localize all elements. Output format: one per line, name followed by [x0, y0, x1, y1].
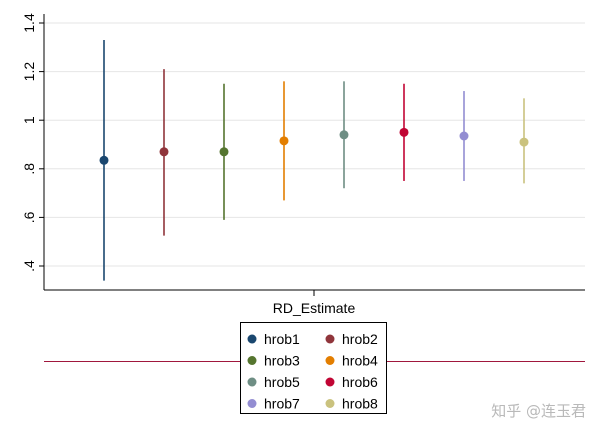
- grid-lines: [44, 22, 585, 267]
- point-hrob2: [159, 147, 169, 157]
- legend-marker-hrob7: [247, 399, 257, 408]
- point-hrob3: [219, 147, 229, 157]
- legend-marker-hrob2: [325, 334, 335, 344]
- legend-label-hrob6: hrob6: [342, 374, 378, 390]
- point-hrob8: [519, 137, 529, 147]
- y-tick-label: .6: [21, 211, 37, 223]
- y-tick-label: 1.2: [21, 62, 37, 82]
- x-axis-label: RD_Estimate: [273, 300, 356, 316]
- legend-marker-hrob6: [325, 377, 335, 387]
- point-hrob1: [99, 155, 109, 165]
- legend-label-hrob4: hrob4: [342, 353, 378, 369]
- point-hrob6: [399, 127, 409, 137]
- legend: hrob1 hrob2 hrob3 hrob4 hrob5 hrob6 hrob7 hrob8: [240, 322, 387, 414]
- y-tick-label: 1: [21, 116, 37, 124]
- legend-label-hrob5: hrob5: [264, 374, 300, 390]
- legend-marker-hrob1: [247, 334, 257, 344]
- legend-label-hrob1: hrob1: [264, 331, 300, 347]
- point-hrob5: [339, 130, 349, 140]
- point-hrob7: [459, 131, 469, 141]
- legend-label-hrob3: hrob3: [264, 353, 300, 369]
- y-tick-label: .8: [21, 163, 37, 175]
- legend-marker-hrob5: [247, 377, 257, 387]
- legend-marker-hrob8: [325, 399, 335, 408]
- point-hrob4: [279, 136, 289, 146]
- legend-label-hrob7: hrob7: [264, 396, 300, 412]
- y-ticks: .4 .6 .8 1 1.2 1.4: [21, 13, 44, 272]
- legend-label-hrob2: hrob2: [342, 331, 378, 347]
- watermark: 知乎 @连玉君: [491, 402, 586, 420]
- axes: [43, 14, 585, 296]
- legend-box: [240, 322, 387, 414]
- legend-marker-hrob3: [247, 356, 257, 365]
- legend-label-hrob8: hrob8: [342, 396, 378, 412]
- series-marks: [99, 40, 529, 281]
- legend-marker-hrob4: [325, 356, 335, 365]
- y-tick-label: 1.4: [21, 13, 37, 33]
- y-tick-label: .4: [21, 260, 37, 272]
